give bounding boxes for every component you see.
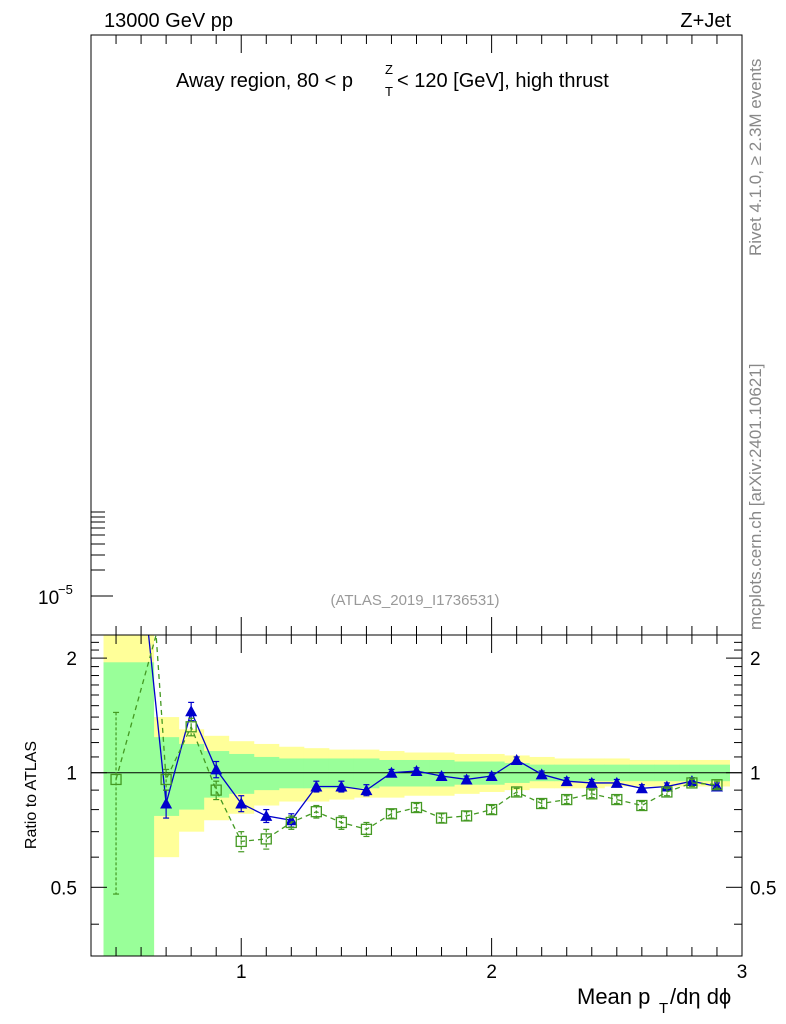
- title-subscript: T: [385, 84, 393, 99]
- green-band-bin: [103, 662, 155, 956]
- ratio-y-tick-label: 0.5: [51, 878, 77, 899]
- series-line: [115, 635, 718, 843]
- data-point-square: [160, 773, 172, 786]
- data-point-square: [661, 786, 673, 798]
- header-left-label: 13000 GeV pp: [104, 10, 233, 32]
- data-point-square: [536, 797, 548, 810]
- data-point-triangle: [385, 766, 398, 778]
- data-point-square: [435, 812, 448, 824]
- series-green: [110, 635, 723, 895]
- green-band-bin: [278, 758, 305, 789]
- x-axis-label: Mean p T /dη dϕ: [577, 984, 731, 1017]
- data-point-triangle: [435, 770, 448, 782]
- ratio-y-tick-label-right: 2: [750, 649, 761, 670]
- ratio-y-axis-label: Ratio to ATLAS: [23, 741, 40, 849]
- data-point-square: [586, 788, 598, 800]
- data-point-triangle: [185, 705, 198, 717]
- x-label-rest: /dη dϕ: [670, 984, 731, 1009]
- data-point-square: [561, 793, 573, 806]
- header-right-label: Z+Jet: [680, 10, 731, 32]
- data-point-square: [460, 810, 473, 822]
- data-point-square: [335, 816, 348, 829]
- data-point-triangle: [535, 768, 548, 780]
- data-point-triangle: [160, 797, 173, 809]
- data-point-triangle: [260, 809, 273, 821]
- x-label-subscript: T: [659, 1000, 668, 1017]
- x-tick-label: 2: [486, 962, 497, 983]
- green-band-bin: [228, 753, 255, 794]
- data-point-triangle: [310, 780, 323, 792]
- ratio-axis-ticks: 0.5 0.5 1 1 2 2 1 2 3: [51, 635, 776, 983]
- data-point-triangle: [335, 780, 348, 792]
- data-point-triangle: [635, 782, 648, 794]
- data-point-square: [210, 784, 222, 796]
- uncertainty-bands: [91, 635, 742, 956]
- data-point-triangle: [610, 776, 623, 788]
- ratio-y-tick-label-right: 0.5: [750, 878, 776, 899]
- data-point-triangle: [285, 814, 298, 826]
- main-panel-frame: [90, 34, 743, 636]
- data-point-triangle: [410, 765, 423, 777]
- x-label-main: Mean p: [577, 984, 650, 1009]
- data-point-triangle: [485, 770, 498, 782]
- title-superscript: Z: [385, 62, 393, 77]
- data-point-triangle: [210, 763, 223, 775]
- data-point-square: [611, 793, 623, 806]
- main-x-ticks: [115, 35, 718, 635]
- data-point-square: [235, 835, 247, 848]
- data-point-square: [410, 801, 423, 814]
- plot-title: Away region, 80 < p Z T < 120 [GeV], hig…: [176, 62, 609, 99]
- data-point-triangle: [460, 773, 473, 785]
- data-point-triangle: [235, 797, 248, 809]
- data-point-triangle: [360, 784, 373, 796]
- series-line: [147, 635, 718, 821]
- data-point-triangle: [510, 753, 523, 765]
- ratio-y-tick-label: 2: [66, 649, 77, 670]
- data-point-triangle: [585, 776, 598, 788]
- main-y-tick-base: 10: [38, 588, 59, 609]
- title-rest-text: < 120 [GeV], high thrust: [397, 70, 609, 92]
- rivet-version-label: Rivet 4.1.0, ≥ 2.3M events: [746, 58, 765, 256]
- main-y-tick-label: 10 −5: [38, 582, 73, 609]
- green-band-bin: [178, 743, 205, 810]
- data-point-square: [310, 806, 322, 818]
- data-point-square: [511, 786, 523, 798]
- mcplots-label: mcplots.cern.ch [arXiv:2401.10621]: [746, 363, 765, 630]
- main-y-ticks: [91, 511, 113, 597]
- series-layer: [110, 635, 723, 895]
- data-point-square: [260, 833, 272, 845]
- analysis-watermark: (ATLAS_2019_I1736531): [330, 592, 499, 609]
- data-point-square: [385, 808, 398, 820]
- data-point-square: [360, 823, 373, 835]
- main-y-tick-exp: −5: [58, 582, 73, 597]
- data-point-square: [285, 816, 297, 829]
- data-point-square: [711, 779, 723, 791]
- data-point-square: [185, 721, 197, 733]
- title-main-text: Away region, 80 < p: [176, 70, 353, 92]
- data-point-square: [686, 777, 698, 789]
- green-band-bin: [253, 756, 280, 791]
- ratio-y-tick-label-right: 1: [750, 764, 761, 785]
- x-tick-label: 1: [236, 962, 247, 983]
- data-point-square: [636, 799, 648, 812]
- x-tick-label: 3: [737, 962, 748, 983]
- data-point-triangle: [560, 775, 573, 787]
- data-point-square: [485, 803, 498, 816]
- data-point-square: [110, 773, 122, 786]
- ratio-y-tick-label: 1: [66, 764, 77, 785]
